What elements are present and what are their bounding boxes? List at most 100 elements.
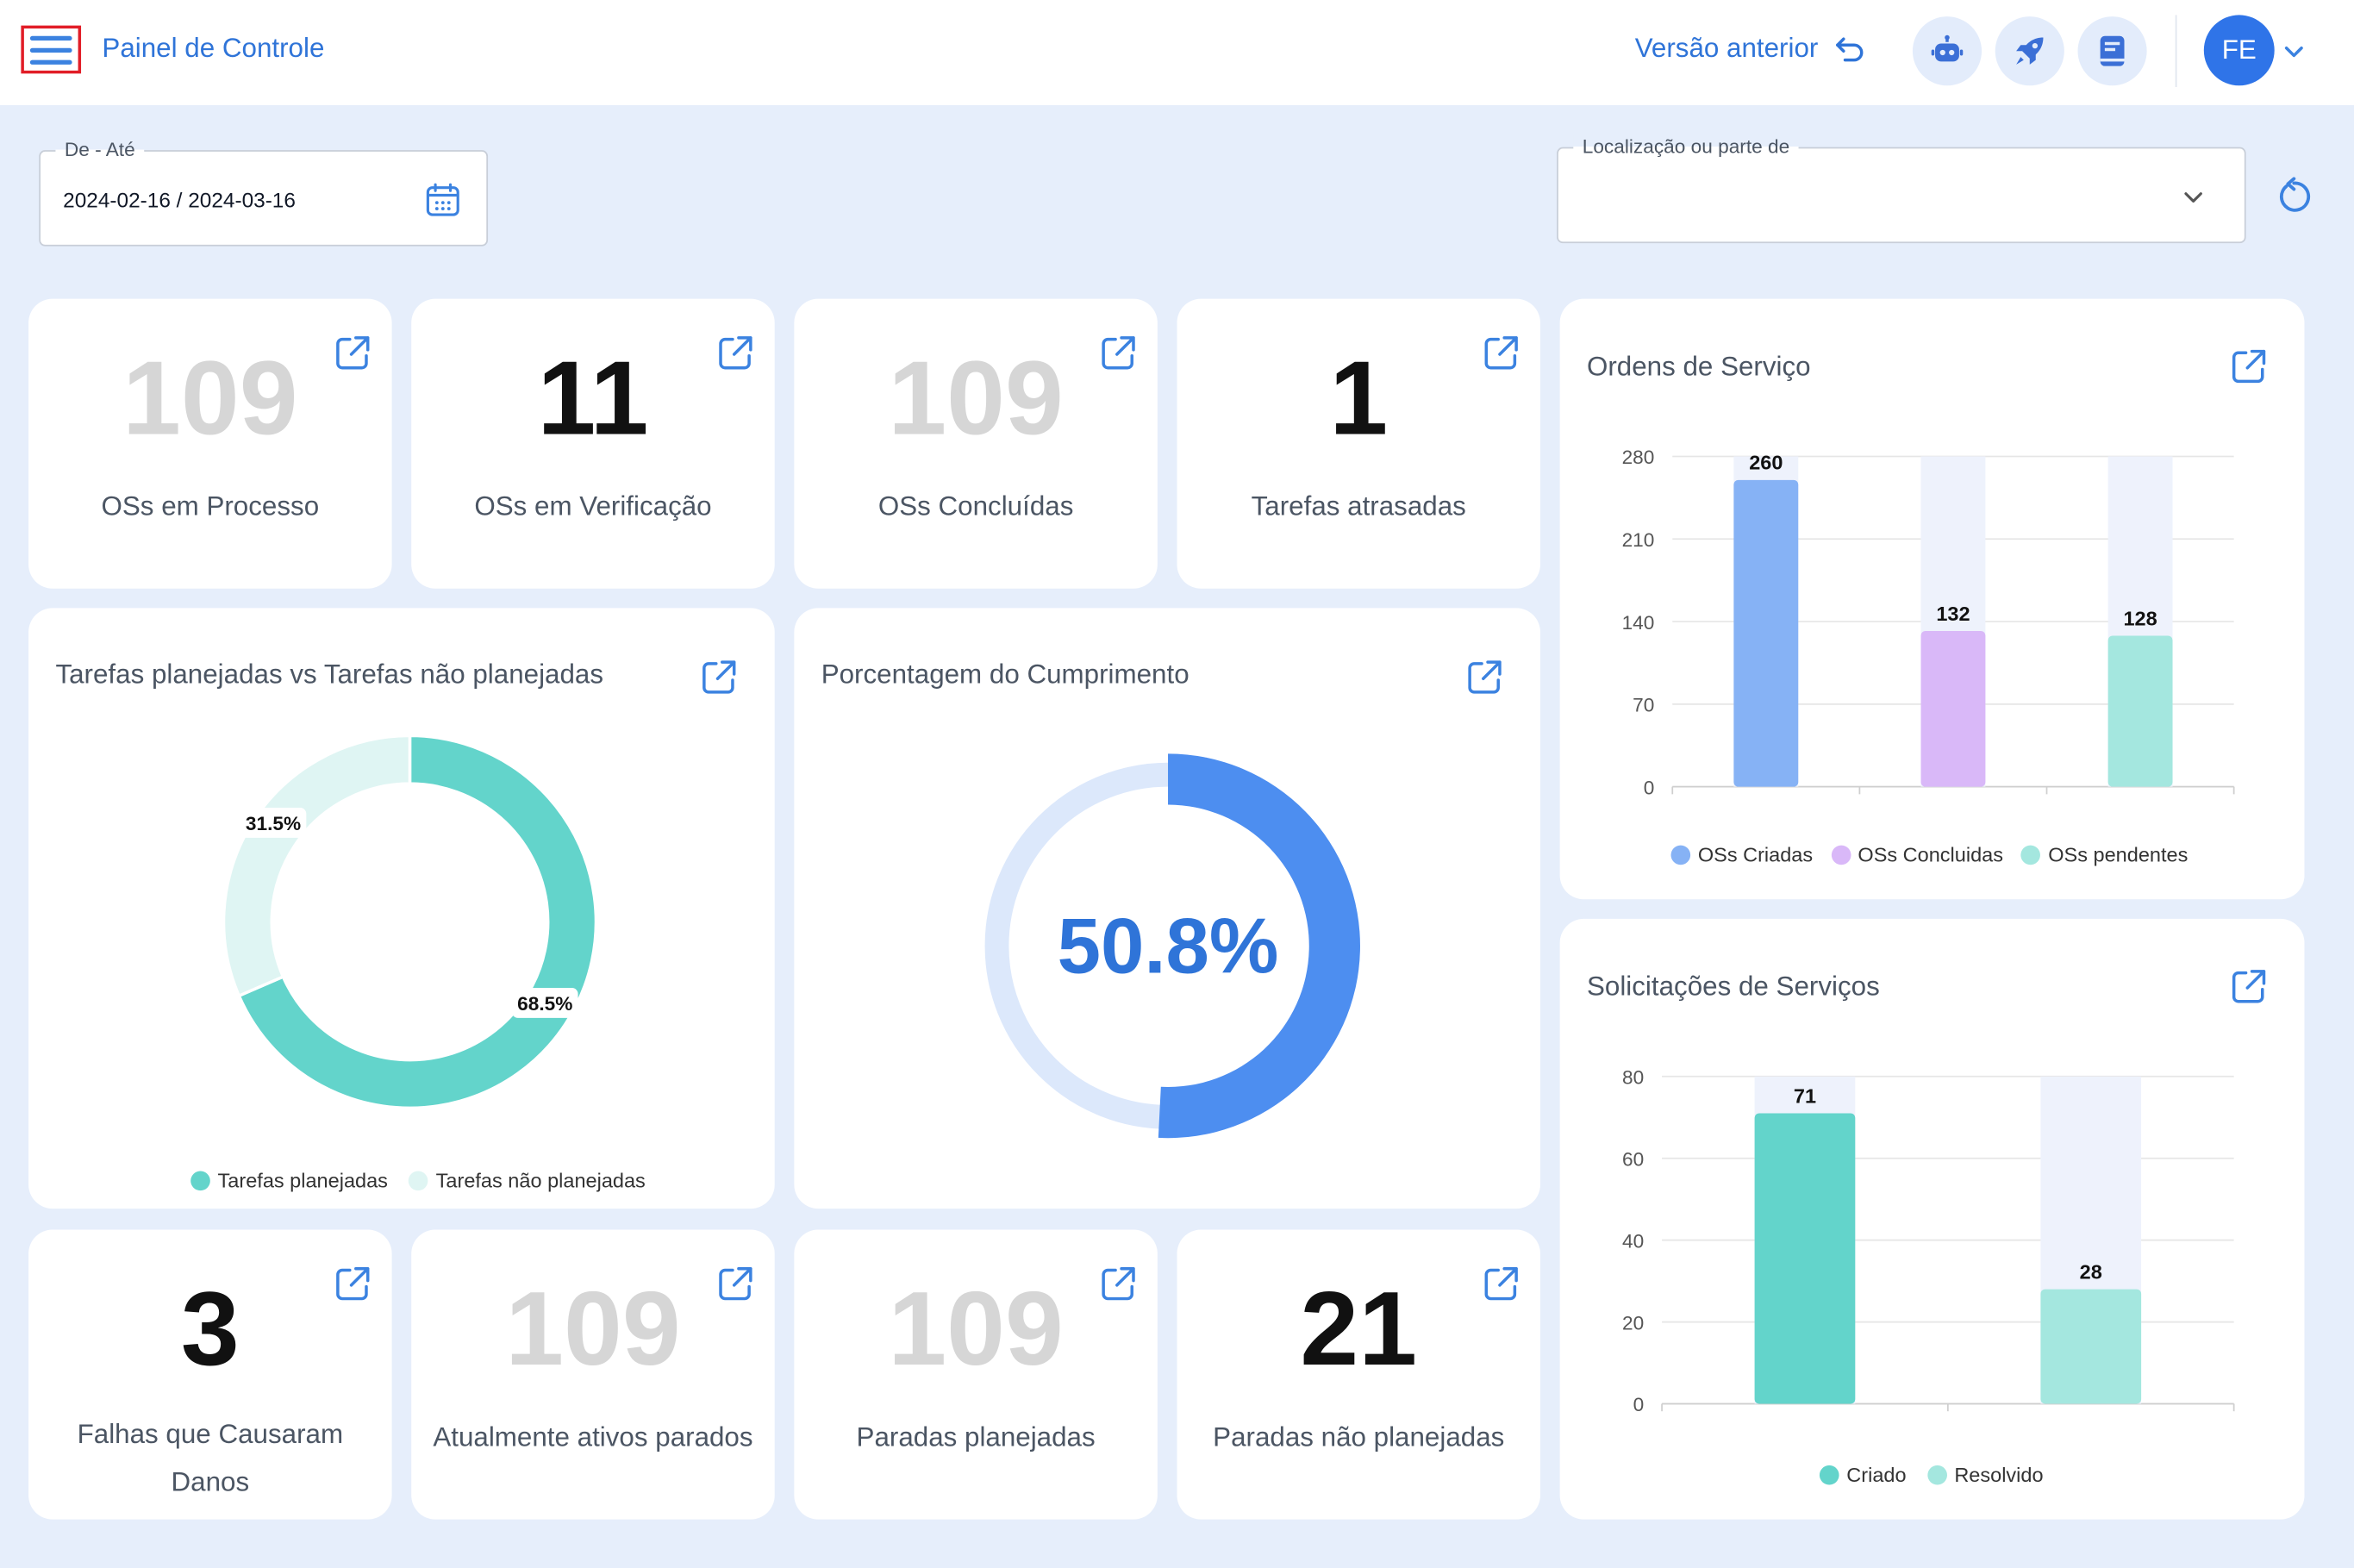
stat-label: Falhas que Causaram Danos bbox=[77, 1418, 344, 1497]
external-link-icon[interactable] bbox=[1482, 1265, 1520, 1303]
external-link-icon[interactable] bbox=[1099, 1265, 1138, 1303]
planned-donut-legend: Tarefas planejadas Tarefas não planejada… bbox=[190, 1170, 646, 1192]
chevron-down-icon bbox=[2184, 192, 2202, 203]
bar-value-label: 71 bbox=[1794, 1084, 1816, 1107]
stat-value: 109 bbox=[122, 339, 298, 457]
y-tick-label: 140 bbox=[1622, 612, 1655, 634]
bar-value-label: 132 bbox=[1936, 603, 1970, 625]
service-orders-card: Ordens de Serviço 0 70 140 210 280 260 132 128 … bbox=[1559, 298, 2305, 900]
external-link-icon[interactable] bbox=[1482, 334, 1520, 372]
previous-version-link[interactable]: Versão anterior bbox=[1635, 33, 1866, 65]
donut-label-bg bbox=[240, 808, 307, 838]
donut-slice-2[interactable] bbox=[222, 734, 412, 998]
top-bar: Painel de Controle Versão anterior bbox=[0, 0, 2354, 105]
stat-card-damaging-failures[interactable]: 3 Falhas que Causaram Danos bbox=[28, 1229, 392, 1520]
card-title: Solicitações de Serviços bbox=[1586, 971, 1880, 1002]
bar-2[interactable] bbox=[1920, 631, 1986, 787]
y-tick-label: 0 bbox=[1633, 1394, 1645, 1415]
calendar-icon[interactable] bbox=[425, 182, 461, 218]
stat-value: 21 bbox=[1300, 1270, 1418, 1388]
legend-swatch bbox=[409, 1171, 428, 1191]
legend-item[interactable]: Criado bbox=[1819, 1464, 1907, 1487]
donut-value-label: 68.5% bbox=[511, 988, 578, 1018]
donut-label-text: 68.5% bbox=[517, 993, 572, 1015]
legend-swatch bbox=[1926, 1465, 1947, 1485]
legend-label: Resolvido bbox=[1954, 1464, 2044, 1487]
stat-card-active-stopped-assets[interactable]: 109 Atualmente ativos parados bbox=[411, 1229, 775, 1520]
stat-card-planned-stops[interactable]: 109 Paradas planejadas bbox=[794, 1229, 1158, 1520]
service-orders-bar-chart: 0 70 140 210 280 260 132 128 bbox=[1622, 447, 2235, 798]
date-range-value: 2024-02-16 / 2024-03-16 bbox=[63, 187, 296, 212]
assistant-button[interactable] bbox=[1912, 16, 1982, 86]
user-avatar[interactable]: FE bbox=[2203, 15, 2275, 86]
bar-2[interactable] bbox=[2040, 1289, 2142, 1404]
y-tick-label: 80 bbox=[1622, 1067, 1644, 1089]
y-tick-label: 20 bbox=[1622, 1312, 1644, 1334]
date-range-field[interactable]: De - Até 2024-02-16 / 2024-03-16 bbox=[39, 138, 489, 247]
bar-value-label: 128 bbox=[2123, 607, 2157, 629]
y-tick-label: 0 bbox=[1644, 777, 1655, 798]
legend-swatch bbox=[1670, 845, 1691, 865]
service-orders-legend: OSs Criadas OSs Concluidas OSs pendentes bbox=[1670, 843, 2189, 866]
legend-item[interactable]: Tarefas não planejadas bbox=[409, 1170, 646, 1192]
location-select[interactable]: Localização ou parte de bbox=[1557, 134, 2246, 244]
legend-label: Tarefas planejadas bbox=[217, 1169, 388, 1192]
donut-label-bg bbox=[511, 988, 578, 1018]
hamburger-menu-button[interactable] bbox=[21, 25, 82, 74]
external-link-icon[interactable] bbox=[334, 1265, 372, 1303]
robot-icon bbox=[1931, 34, 1964, 62]
y-tick-label: 40 bbox=[1622, 1230, 1644, 1252]
legend-item[interactable]: OSs Criadas bbox=[1670, 843, 1814, 866]
gauge-progress-arc bbox=[1158, 753, 1360, 1139]
documentation-button[interactable] bbox=[2077, 16, 2147, 86]
legend-label: Criado bbox=[1846, 1464, 1907, 1487]
legend-item[interactable]: Tarefas planejadas bbox=[190, 1170, 388, 1192]
external-link-icon[interactable] bbox=[1099, 334, 1138, 372]
location-label: Localização ou parte de bbox=[1573, 134, 1799, 158]
previous-version-label: Versão anterior bbox=[1634, 33, 1819, 64]
page-title: Painel de Controle bbox=[102, 33, 325, 64]
stat-card-late-tasks[interactable]: 1 Tarefas atrasadas bbox=[1177, 298, 1540, 589]
donut-value-label: 31.5% bbox=[240, 808, 307, 838]
legend-item[interactable]: OSs pendentes bbox=[2020, 843, 2189, 866]
refresh-icon[interactable] bbox=[2275, 177, 2313, 216]
undo-icon bbox=[1836, 36, 1864, 61]
chevron-down-icon[interactable] bbox=[2283, 41, 2304, 61]
toolbar-divider bbox=[2175, 15, 2177, 88]
donut-slice-1[interactable] bbox=[236, 734, 598, 1110]
legend-item[interactable]: OSs Concluidas bbox=[1831, 844, 2003, 866]
donut-label-text: 31.5% bbox=[246, 813, 301, 834]
launch-button[interactable] bbox=[1995, 16, 2064, 86]
book-icon bbox=[2100, 35, 2125, 66]
bar-1[interactable] bbox=[1754, 1113, 1856, 1404]
legend-label: OSs pendentes bbox=[2048, 843, 2189, 866]
stat-label: Paradas não planejadas bbox=[1213, 1421, 1505, 1452]
planned-donut-chart: 68.5% 31.5% bbox=[222, 734, 598, 1110]
planned-vs-unplanned-card: Tarefas planejadas vs Tarefas não planej… bbox=[28, 608, 775, 1209]
bar-1[interactable] bbox=[1733, 479, 1799, 787]
bar-value-label: 260 bbox=[1749, 452, 1783, 474]
stat-label: OSs em Processo bbox=[101, 490, 320, 522]
legend-item[interactable]: Resolvido bbox=[1926, 1464, 2044, 1487]
stat-card-unplanned-stops[interactable]: 21 Paradas não planejadas bbox=[1177, 1229, 1540, 1520]
legend-label: OSs Concluidas bbox=[1858, 843, 2003, 866]
legend-label: Tarefas não planejadas bbox=[435, 1169, 646, 1192]
compliance-card: Porcentagem do Cumprimento 50.8% bbox=[794, 608, 1540, 1209]
legend-label: OSs Criadas bbox=[1697, 843, 1814, 866]
stat-label: OSs em Verificação bbox=[474, 490, 712, 522]
legend-swatch bbox=[1819, 1465, 1839, 1485]
card-title: Porcentagem do Cumprimento bbox=[821, 659, 1189, 690]
stat-card-os-in-verification[interactable]: 11 OSs em Verificação bbox=[411, 298, 775, 589]
external-link-icon[interactable] bbox=[334, 334, 372, 372]
legend-swatch bbox=[190, 1171, 210, 1191]
stat-card-os-completed[interactable]: 109 OSs Concluídas bbox=[794, 298, 1158, 589]
stat-value: 109 bbox=[505, 1270, 681, 1388]
external-link-icon[interactable] bbox=[716, 1265, 755, 1303]
stat-card-os-in-process[interactable]: 109 OSs em Processo bbox=[28, 298, 392, 589]
stat-value: 11 bbox=[537, 339, 649, 457]
gauge-center-label: 50.8% bbox=[1058, 903, 1279, 990]
y-tick-label: 280 bbox=[1622, 447, 1655, 468]
stat-label: Tarefas atrasadas bbox=[1251, 490, 1466, 522]
external-link-icon[interactable] bbox=[716, 334, 755, 372]
bar-3[interactable] bbox=[2107, 635, 2173, 787]
